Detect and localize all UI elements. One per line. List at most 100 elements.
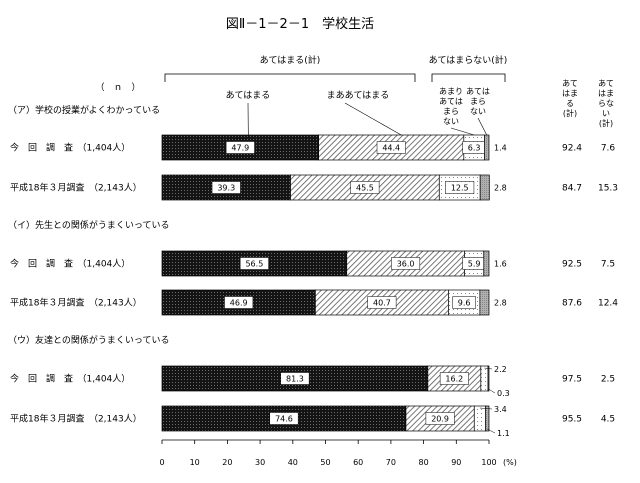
bar-segment-s3: [480, 365, 489, 392]
outside-label: 3.4: [494, 405, 507, 414]
x-unit-label: (%): [503, 458, 517, 467]
row-label: 今 回 調 査 （1,404人）: [10, 142, 130, 154]
data-label: 40.7: [373, 299, 391, 308]
total-applies: 87.6: [562, 299, 582, 309]
x-tick-label: 100: [481, 458, 496, 467]
data-label: 5.9: [468, 260, 481, 269]
data-label: 45.5: [356, 184, 374, 193]
svg-text:あまり: あまり: [439, 87, 463, 96]
data-label-box: [269, 412, 299, 425]
legend-label-s3: あまり あては まら ない: [439, 87, 463, 126]
group-title-0: （ア）学校の授業がよくわかっている: [8, 104, 160, 116]
outside-label: 1.6: [494, 260, 507, 269]
outside-label: 2.2: [494, 365, 507, 374]
bar-row-1-0: 今 回 調 査 （1,404人） 56.5 36.0 5.9 1.6 92.5 7.5: [10, 250, 615, 277]
x-tick-label: 60: [353, 458, 363, 467]
outside-label: 1.4: [494, 144, 507, 153]
x-tick-label: 50: [320, 458, 330, 467]
data-label: 47.9: [231, 144, 249, 153]
total-applies: 97.5: [562, 375, 582, 385]
outside-label: 1.1: [497, 429, 510, 438]
svg-text:あては: あては: [439, 97, 463, 106]
bar-row-2-0: 今 回 調 査 （1,404人） 81.3 16.2 2.2 0.3 97.5 2.5: [10, 365, 615, 398]
data-label-box: [225, 141, 255, 154]
bar-segment-s4: [485, 405, 490, 432]
svg-text:まら: まら: [470, 97, 486, 106]
data-label: 16.2: [445, 375, 463, 384]
bar-segment-s1: [161, 174, 291, 201]
header-applies-total: あてはまる(計): [260, 54, 321, 66]
x-tick-label: 80: [419, 458, 429, 467]
data-label-box: [367, 296, 397, 309]
data-label-box: [391, 257, 421, 270]
x-tick-label: 0: [159, 458, 164, 467]
bar-segment-s1: [161, 250, 348, 277]
bar-segment-s4: [487, 365, 490, 392]
bar-segment-s4: [484, 134, 490, 161]
chart-title: 図Ⅱ－1－2－1 学校生活: [226, 16, 374, 32]
group-title-2: （ウ）友達との関係がうまくいっている: [8, 334, 169, 346]
legend-leader-line: [344, 102, 402, 136]
x-tick-label: 40: [288, 458, 298, 467]
x-tick-label: 10: [190, 458, 200, 467]
svg-text:らな: らな: [598, 99, 614, 108]
data-label: 9.6: [458, 299, 471, 308]
row-label: 今 回 調 査 （1,404人）: [10, 373, 130, 385]
svg-text:あて: あて: [562, 79, 578, 88]
bracket-not-applies: [431, 73, 506, 82]
x-tick-label: 30: [255, 458, 265, 467]
svg-text:あて: あて: [598, 79, 614, 88]
data-label: 44.4: [382, 144, 400, 153]
group-title-1: （イ）先生との関係がうまくいっている: [8, 219, 169, 231]
svg-text:ない: ない: [470, 107, 486, 116]
outside-label: 2.8: [494, 299, 507, 308]
data-label: 81.3: [286, 375, 304, 384]
bar-row-0-0: 今 回 調 査 （1,404人） 47.9 44.4 6.3 1.4 92.4 7.6: [10, 134, 616, 161]
bar-segment-s4: [479, 174, 490, 201]
legend-label-s1: あてはまる: [226, 90, 271, 101]
legend-leader-line: [450, 127, 475, 136]
total-applies: 92.5: [562, 260, 582, 270]
x-tick-label: 90: [451, 458, 461, 467]
legend-label-s2: まああてはまる: [327, 90, 390, 101]
svg-text:る: る: [566, 99, 574, 108]
row-label: 平成18年３月調査 （2,143人）: [10, 413, 142, 425]
leader-line: [484, 367, 493, 370]
x-tick-label: 20: [222, 458, 232, 467]
data-label-box: [376, 141, 406, 154]
row-label: 今 回 調 査 （1,404人）: [10, 258, 130, 270]
header-not-applies-total: あてはまらない(計): [429, 54, 508, 66]
row-label: 平成18年３月調査 （2,143人）: [10, 297, 142, 309]
bar-row-0-1: 平成18年３月調査 （2,143人） 39.3 45.5 12.5 2.8 84.7 15.…: [10, 174, 618, 201]
data-label-box: [239, 257, 269, 270]
legend-label-s4: あては まら ない: [466, 87, 490, 116]
leader-line: [488, 388, 496, 394]
data-label-box: [211, 181, 241, 194]
leader-line: [487, 428, 496, 434]
data-label: 74.6: [275, 415, 293, 424]
svg-text:い: い: [602, 109, 610, 118]
svg-text:はま: はま: [598, 89, 614, 98]
outside-label: 0.3: [497, 389, 510, 398]
data-label-box: [452, 296, 476, 309]
data-label-box: [445, 181, 475, 194]
total-not-applies: 7.6: [601, 144, 616, 154]
legend-leader-line: [477, 117, 487, 136]
data-label: 20.9: [431, 415, 449, 424]
data-label: 12.5: [451, 184, 469, 193]
svg-text:まら: まら: [443, 107, 459, 116]
data-label-box: [439, 372, 469, 385]
data-label-box: [224, 296, 254, 309]
n-label: （ ｎ ）: [95, 82, 140, 93]
svg-text:ない: ない: [443, 117, 459, 126]
totals-header-not-applies: あて はま らな い (計): [598, 79, 614, 128]
total-not-applies: 4.5: [601, 415, 615, 425]
svg-text:(計): (計): [599, 118, 613, 128]
bracket-applies: [164, 73, 416, 82]
data-label-box: [425, 412, 455, 425]
outside-label: 2.8: [494, 184, 507, 193]
bar-segment-s4: [483, 250, 490, 277]
total-applies: 92.4: [562, 144, 582, 154]
